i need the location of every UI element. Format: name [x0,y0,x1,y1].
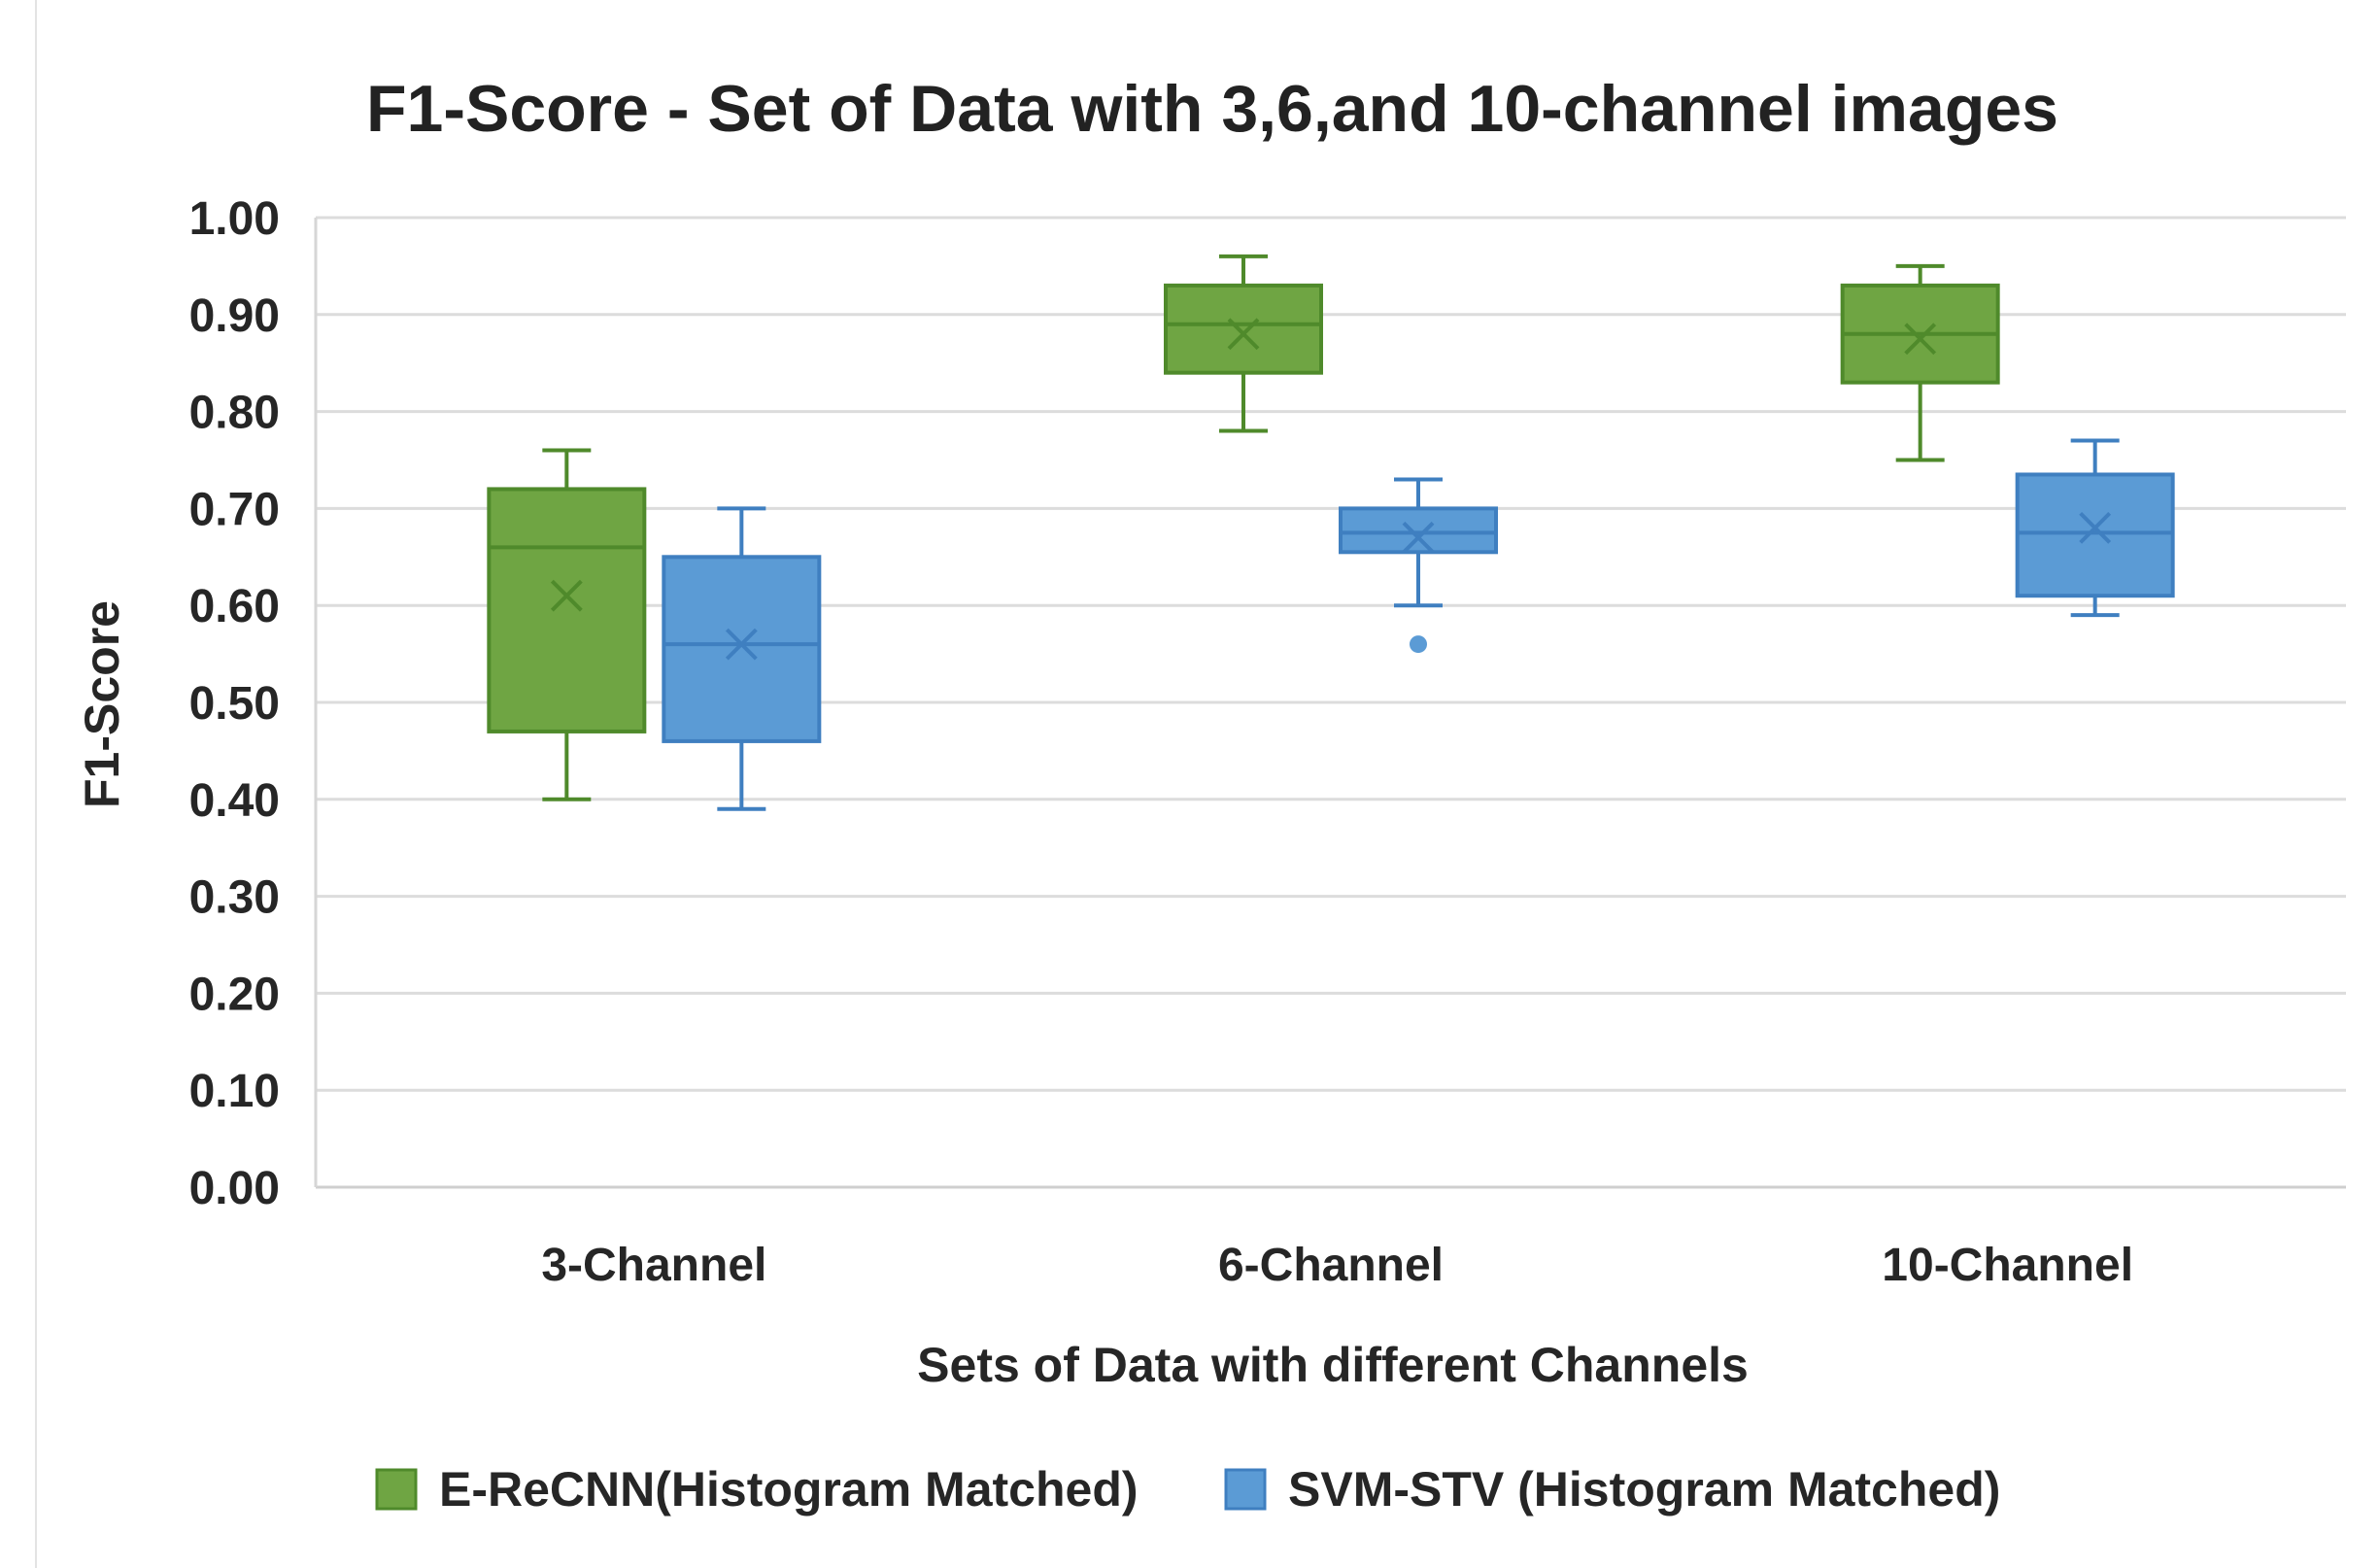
x-axis-ticks: 3-Channel 6-Channel 10-Channel [541,1240,2133,1291]
gridlines [314,216,2346,1189]
chart-title: F1-Score - Set of Data with 3,6,and 10-c… [366,72,2058,146]
y-tick-label: 0.10 [189,1066,280,1117]
box [487,487,647,733]
y-tick-label: 1.00 [189,193,280,245]
box [662,555,822,743]
mean-marker [2079,511,2112,544]
y-tick-label: 0.60 [189,581,280,632]
mean-marker [725,628,758,661]
legend-label: E-ReCNN(Histogram Matched) [439,1462,1139,1517]
box [1339,506,1498,555]
x-tick-label: 3-Channel [541,1240,766,1291]
x-axis-label: Sets of Data with different Channels [917,1338,1749,1392]
y-tick-label: 0.00 [189,1163,280,1214]
box-series [487,254,2175,811]
y-tick-label: 0.30 [189,872,280,924]
mean-marker [1227,318,1260,351]
mean-marker [1904,323,1937,356]
legend-swatch [1224,1468,1267,1511]
mean-marker [550,579,583,612]
mean-marker [1402,521,1435,554]
legend-swatch [375,1468,418,1511]
y-axis-label: F1-Score [75,600,129,808]
y-tick-label: 0.40 [189,775,280,827]
y-tick-label: 0.90 [189,290,280,342]
box [2015,472,2175,598]
series-e-recnn [487,254,2000,801]
outlier-point [1410,635,1427,654]
chart-frame [35,0,2380,1568]
y-tick-label: 0.20 [189,969,280,1020]
legend-label: SVM-STV (Histogram Matched) [1288,1462,2000,1517]
y-axis-ticks: 0.00 0.10 0.20 0.30 0.40 0.50 0.60 0.70 0.80 0.90… [189,193,280,1214]
y-tick-label: 0.80 [189,388,280,439]
x-tick-label: 6-Channel [1218,1240,1444,1291]
series-svm-stv [662,438,2175,811]
y-tick-label: 0.50 [189,678,280,730]
x-tick-label: 10-Channel [1882,1240,2133,1291]
y-tick-label: 0.70 [189,484,280,535]
legend: E-ReCNN(Histogram Matched) SVM-STV (Histo… [375,1462,2000,1517]
box [1164,283,1323,375]
